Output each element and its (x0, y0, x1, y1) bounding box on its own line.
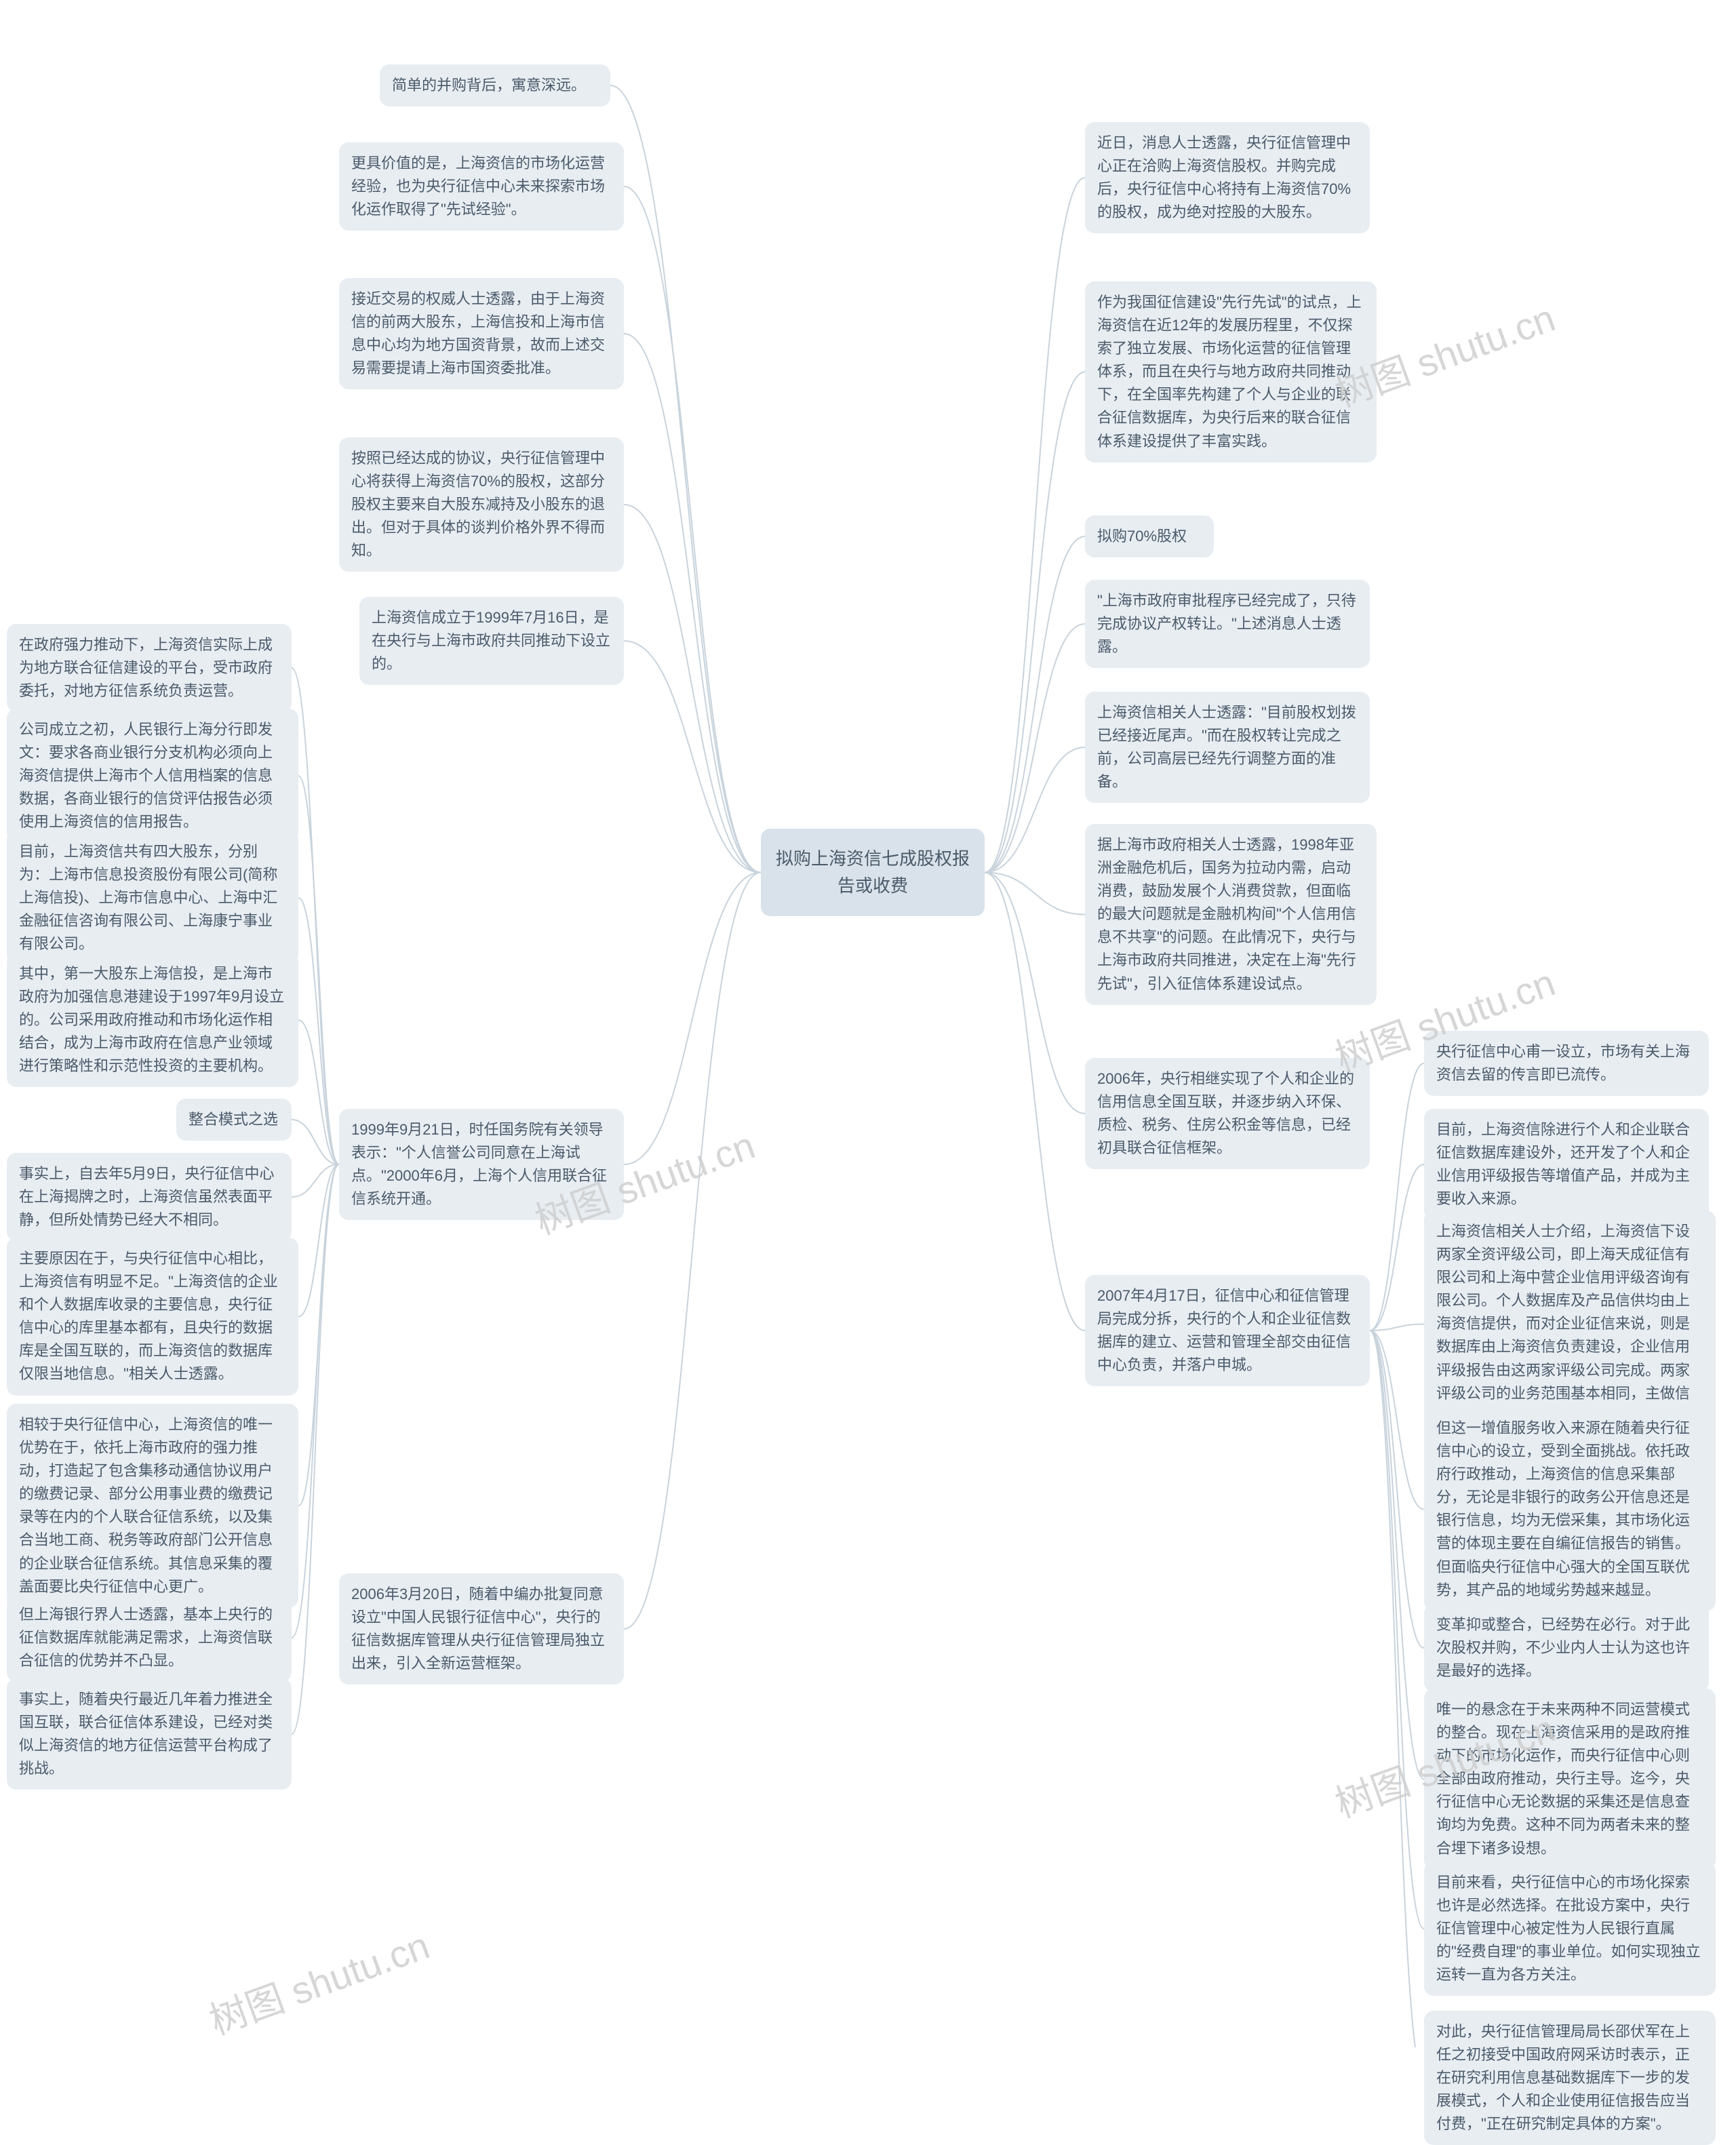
edge (298, 1020, 339, 1164)
mindmap-node: 但上海银行界人士透露，基本上央行的征信数据库就能满足需求，上海资信联合征信的优势… (7, 1594, 292, 1682)
mindmap-node: 其中，第一大股东上海信投，是上海市政府为加强信息港建设于1997年9月设立的。公… (7, 953, 298, 1087)
mindmap-node: 上海资信成立于1999年7月16日，是在央行与上海市政府共同推动下设立的。 (359, 597, 624, 685)
edge (298, 898, 339, 1164)
edge (292, 1164, 339, 1638)
edge (292, 1120, 339, 1164)
mindmap-node: 拟购70%股权 (1085, 515, 1214, 557)
root-node: 拟购上海资信七成股权报告或收费 (761, 829, 985, 916)
edge (298, 1164, 339, 1317)
mindmap-node: 目前来看，央行征信中心的市场化探索也许是必然选择。在批设方案中，央行征信管理中心… (1424, 1862, 1716, 1996)
edge (1370, 1331, 1424, 1510)
mindmap-node: 2006年3月20日，随着中编办批复同意设立"中国人民银行征信中心"，央行的征信… (339, 1573, 624, 1685)
watermark: 树图 shutu.cn (201, 1915, 436, 2045)
mindmap-node: 整合模式之选 (176, 1099, 292, 1141)
edge (1370, 1331, 1424, 1779)
mindmap-canvas: 拟购上海资信七成股权报告或收费 近日，消息人士透露，央行征信管理中心正在洽购上海资… (0, 0, 1736, 2047)
edge (1370, 1331, 1424, 2047)
edge (1370, 1324, 1424, 1331)
edge (985, 873, 1085, 1114)
edge (298, 776, 339, 1164)
mindmap-node: "上海市政府审批程序已经完成了，只待完成协议产权转让。"上述消息人士透露。 (1085, 580, 1370, 668)
mindmap-node: 唯一的悬念在于未来两种不同运营模式的整合。现在上海资信采用的是政府推动下的市场化… (1424, 1689, 1716, 1870)
edge (610, 85, 761, 873)
mindmap-node: 近日，消息人士透露，央行征信管理中心正在洽购上海资信股权。并购完成后，央行征信中… (1085, 122, 1370, 233)
mindmap-node: 主要原因在于，与央行征信中心相比，上海资信有明显不足。"上海资信的企业和个人数据… (7, 1238, 298, 1396)
edge (985, 372, 1085, 873)
mindmap-node: 上海资信相关人士透露："目前股权划拨已经接近尾声。"而在股权转让完成之前，公司高… (1085, 692, 1370, 803)
mindmap-node: 2006年，央行相继实现了个人和企业的信用信息全国互联，并逐步纳入环保、质检、税… (1085, 1058, 1370, 1169)
mindmap-node: 但这一增值服务收入来源在随着央行征信中心的设立，受到全面挑战。依托政府行政推动，… (1424, 1407, 1716, 1611)
edge (624, 505, 761, 873)
mindmap-node: 2007年4月17日，征信中心和征信管理局完成分拆，央行的个人和企业征信数据库的… (1085, 1275, 1370, 1386)
mindmap-node: 接近交易的权威人士透露，由于上海资信的前两大股东，上海信投和上海市信息中心均为地… (339, 278, 624, 389)
edge (292, 668, 339, 1164)
mindmap-node: 目前，上海资信共有四大股东，分别为：上海市信息投资股份有限公司(简称上海信投)、… (7, 831, 298, 965)
mindmap-node: 对此，央行征信管理局局长邵伏军在上任之初接受中国政府网采访时表示，正在研究利用信… (1424, 2011, 1716, 2145)
edge (292, 1164, 339, 1197)
edge (985, 624, 1085, 873)
edge (1370, 1331, 1424, 1648)
edge (624, 873, 761, 1165)
edge (985, 873, 1085, 915)
edge (985, 536, 1085, 873)
edge (985, 873, 1085, 1331)
mindmap-node: 1999年9月21日，时任国务院有关领导表示："个人信誉公司同意在上海试点。"2… (339, 1109, 624, 1220)
mindmap-node: 相较于央行征信中心，上海资信的唯一优势在于，依托上海市政府的强力推动，打造起了包… (7, 1404, 298, 1608)
edge (985, 178, 1085, 873)
edge (624, 641, 761, 873)
mindmap-node: 更具价值的是，上海资信的市场化运营经验，也为央行征信中心未来探索市场化运作取得了… (339, 142, 624, 231)
mindmap-node: 事实上，自去年5月9日，央行征信中心在上海揭牌之时，上海资信虽然表面平静，但所处… (7, 1153, 292, 1241)
mindmap-node: 在政府强力推动下，上海资信实际上成为地方联合征信建设的平台，受市政府委托，对地方… (7, 624, 292, 712)
mindmap-node: 目前，上海资信除进行个人和企业联合征信数据库建设外，还开发了个人和企业信用评级报… (1424, 1109, 1709, 1220)
edge (624, 186, 761, 873)
edge (292, 1164, 339, 1734)
edge (1370, 1063, 1424, 1331)
mindmap-node: 简单的并购背后，寓意深远。 (380, 64, 610, 106)
mindmap-node: 变革抑或整合，已经势在必行。对于此次股权并购，不少业内人士认为这也许是最好的选择… (1424, 1604, 1709, 1692)
mindmap-node: 作为我国征信建设"先行先试"的试点，上海资信在近12年的发展历程里，不仅探索了独… (1085, 281, 1377, 463)
edge (624, 334, 761, 873)
mindmap-node: 上海资信相关人士介绍，上海资信下设两家全资评级公司，即上海天成征信有限公司和上海… (1424, 1211, 1716, 1438)
mindmap-node: 公司成立之初，人民银行上海分行即发文：要求各商业银行分支机构必须向上海资信提供上… (7, 709, 298, 843)
edge (1370, 1331, 1424, 1929)
mindmap-node: 据上海市政府相关人士透露，1998年亚洲金融危机后，国务为拉动内需，启动消费，鼓… (1085, 824, 1377, 1005)
edge (985, 747, 1085, 873)
mindmap-node: 事实上，随着央行最近几年着力推进全国互联，联合征信体系建设，已经对类似上海资信的… (7, 1678, 292, 1790)
edge (624, 873, 761, 1630)
edge (298, 1164, 339, 1506)
edge (1370, 1164, 1424, 1331)
mindmap-node: 央行征信中心甫一设立，市场有关上海资信去留的传言即已流传。 (1424, 1031, 1709, 1096)
mindmap-node: 按照已经达成的协议，央行征信管理中心将获得上海资信70%的股权，这部分股权主要来… (339, 437, 624, 572)
